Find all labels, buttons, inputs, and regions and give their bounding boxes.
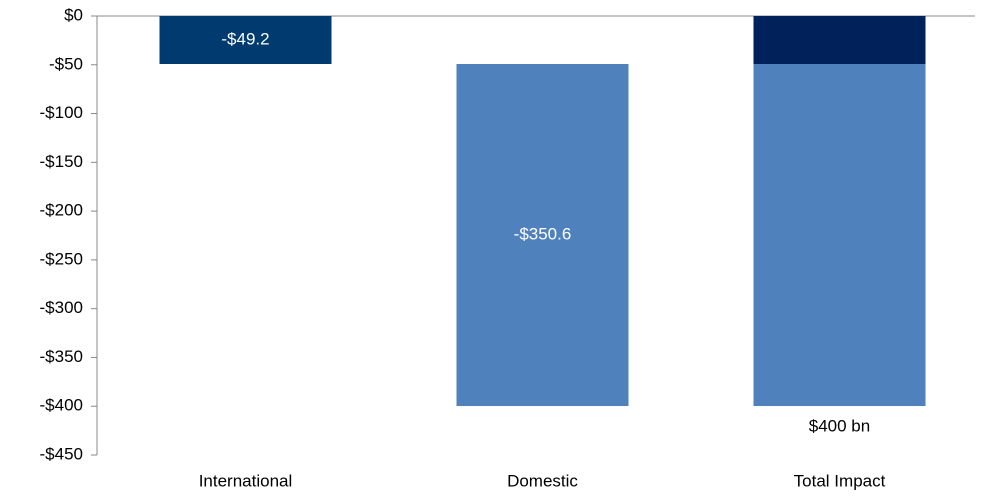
bar <box>159 16 332 64</box>
y-tick-label: -$50 <box>49 54 83 73</box>
bar <box>456 63 629 407</box>
total-segment <box>753 63 926 407</box>
y-tick-label: -$300 <box>40 298 83 317</box>
y-tick-label: -$250 <box>40 249 83 268</box>
y-tick-label: -$450 <box>40 444 83 463</box>
x-tick-label: International <box>199 471 293 490</box>
y-tick-label: -$200 <box>40 201 83 220</box>
value-label: -$49.2 <box>221 29 269 48</box>
total-label: $400 bn <box>809 417 870 436</box>
y-tick-label: -$400 <box>40 396 83 415</box>
y-tick-label: $0 <box>64 5 83 24</box>
y-tick-label: -$150 <box>40 152 83 171</box>
x-tick-label: Total Impact <box>794 471 886 490</box>
total-segment <box>753 16 926 64</box>
x-tick-label: Domestic <box>507 471 578 490</box>
value-label: -$350.6 <box>514 224 572 243</box>
y-tick-label: -$350 <box>40 347 83 366</box>
y-tick-label: -$100 <box>40 103 83 122</box>
